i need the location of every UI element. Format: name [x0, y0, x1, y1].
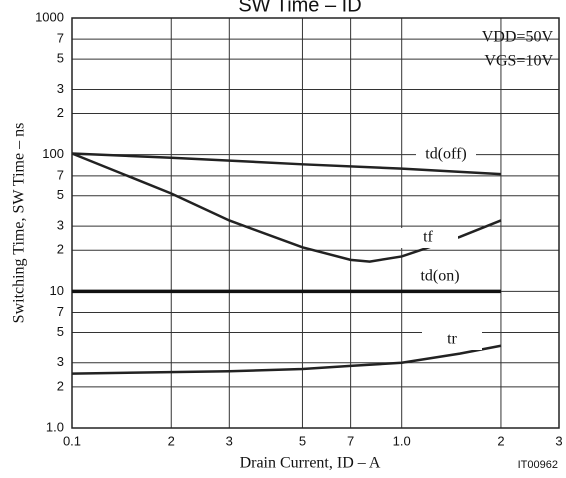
y-tick-label: 10 [50, 283, 64, 298]
y-tick-label: 2 [57, 378, 64, 393]
x-tick-label: 0.1 [63, 433, 81, 448]
y-tick-label: 5 [57, 324, 64, 339]
y-tick-label: 5 [57, 51, 64, 66]
y-tick-label: 1000 [35, 9, 64, 24]
figure-code: IT00962 [518, 459, 558, 471]
x-tick-label: 5 [299, 433, 306, 448]
y-tick-label: 2 [57, 105, 64, 120]
label-bg [422, 330, 482, 350]
label-bg [398, 228, 458, 248]
series-label: td(off) [425, 146, 466, 163]
y-tick-label: 7 [57, 31, 64, 46]
y-tick-label: 7 [57, 304, 64, 319]
y-tick-label: 3 [57, 354, 64, 369]
series-line [71, 344, 502, 375]
y-tick-label: 1.0 [46, 419, 64, 434]
x-tick-label: 7 [347, 433, 354, 448]
y-tick-label: 2 [57, 242, 64, 257]
label-bg [416, 145, 476, 165]
annotation: VDD=50V [482, 29, 554, 46]
x-tick-label: 2 [168, 433, 175, 448]
y-tick-label: 5 [57, 187, 64, 202]
y-tick-label: 3 [57, 81, 64, 96]
series-label: tf [423, 229, 433, 246]
x-axis-label: Drain Current, ID – A [240, 455, 381, 472]
chart-title: SW Time – ID [238, 0, 361, 16]
annotation: VGS=10V [484, 53, 553, 70]
x-tick-label: 3 [226, 433, 233, 448]
series-line [71, 152, 502, 176]
y-tick-label: 100 [42, 146, 64, 161]
x-tick-label: 3 [555, 433, 562, 448]
y-tick-label: 7 [57, 167, 64, 182]
x-tick-label: 1.0 [393, 433, 411, 448]
series-label: td(on) [420, 268, 459, 285]
y-tick-label: 3 [57, 218, 64, 233]
label-bg [410, 267, 470, 287]
x-tick-label: 2 [497, 433, 504, 448]
series-label: tr [447, 331, 457, 348]
plot-frame [71, 17, 560, 429]
y-axis-label: Switching Time, SW Time – ns [11, 123, 28, 324]
